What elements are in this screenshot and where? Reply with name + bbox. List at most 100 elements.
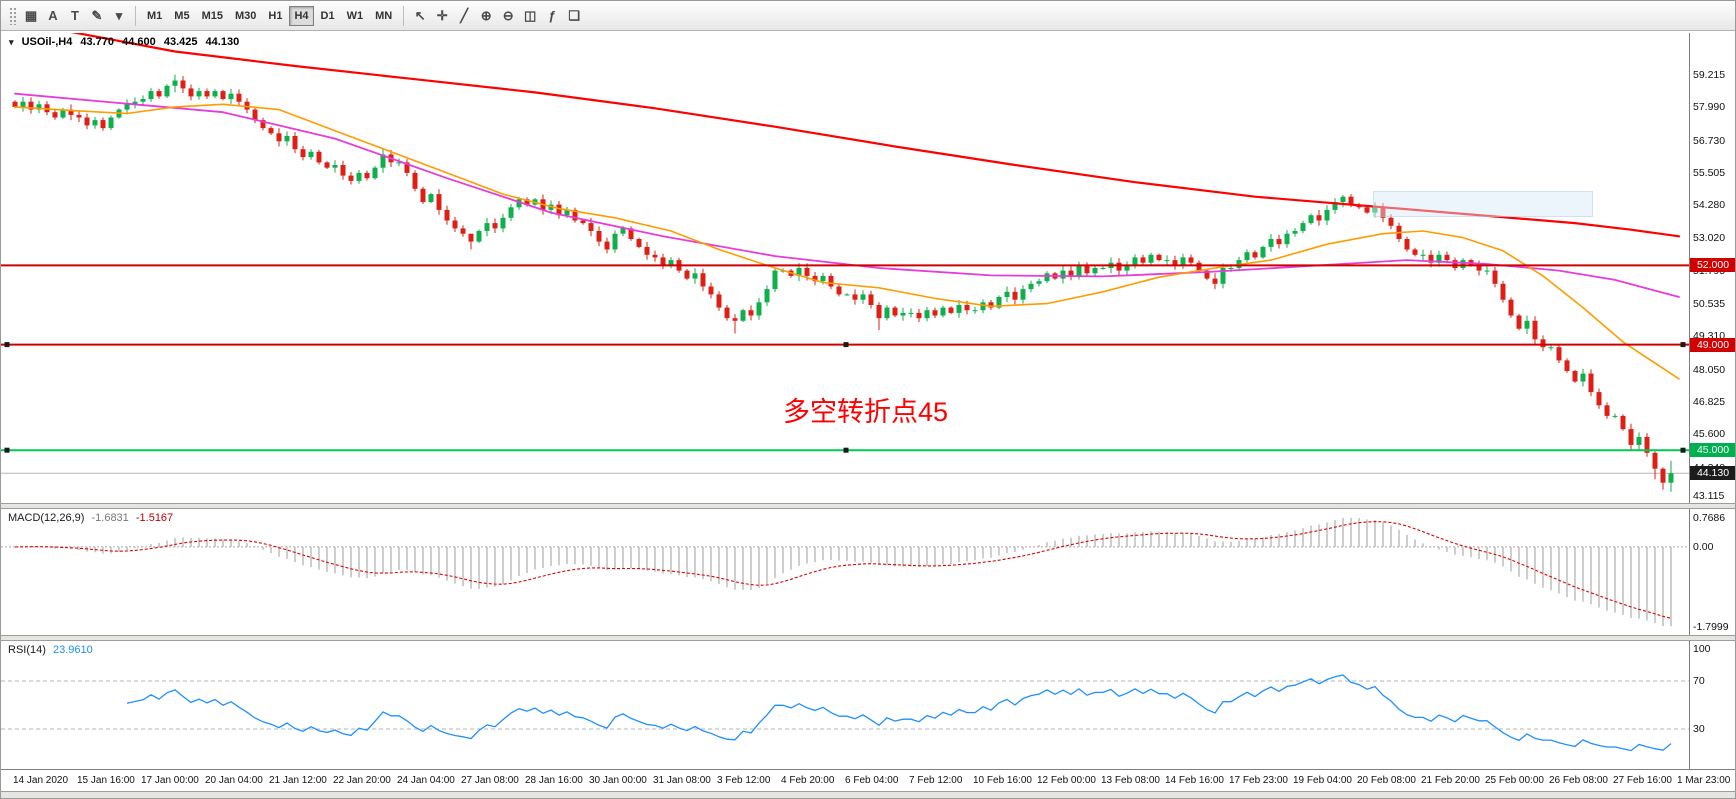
panel-divider[interactable] <box>1 635 1735 641</box>
time-axis-label: 17 Jan 00:00 <box>141 775 199 786</box>
line-handle[interactable] <box>4 447 10 453</box>
line-handle[interactable] <box>843 342 849 348</box>
time-axis-label: 6 Feb 04:00 <box>845 775 899 786</box>
rsi-line <box>126 674 1672 752</box>
price-scale-label: 57.990 <box>1693 101 1726 114</box>
crosshair-tool-icon[interactable]: ✛ <box>436 7 448 23</box>
time-axis-label: 30 Jan 00:00 <box>589 775 647 786</box>
tile-windows-icon[interactable]: ❏ <box>568 7 580 23</box>
rsi-panel: RSI(14) 23.9610 100 70 30 <box>1 641 1735 769</box>
timeframe-button-mn[interactable]: MN <box>375 9 393 22</box>
time-axis-label: 3 Feb 12:00 <box>717 775 771 786</box>
ohlc-high: 44.600 <box>122 36 156 48</box>
time-axis-label: 28 Jan 16:00 <box>525 775 583 786</box>
rsi-plot[interactable] <box>1 641 1691 769</box>
price-scale-label: 53.020 <box>1693 232 1726 245</box>
main-chart-panel: ▾ USOil-,H4 43.770 44.600 43.425 44.130 … <box>1 33 1735 503</box>
chart-title: ▾ USOil-,H4 43.770 44.600 43.425 44.130 <box>9 36 244 48</box>
time-axis-label: 26 Feb 08:00 <box>1549 775 1608 786</box>
price-scale-label: 46.825 <box>1693 396 1726 408</box>
time-axis[interactable]: 14 Jan 2020 15 Jan 16:00 17 Jan 00:00 20 Ja… <box>1 769 1735 791</box>
line-handle[interactable] <box>843 447 849 453</box>
timeframe-button-m5[interactable]: M5 <box>174 9 190 22</box>
ohlc-close: 44.130 <box>205 36 240 48</box>
timeframe-button-m1[interactable]: M1 <box>147 9 163 22</box>
main-price-scale[interactable]: 59.21557.99056.73055.50554.28053.02051.7… <box>1689 33 1735 503</box>
time-axis-label: 31 Jan 08:00 <box>653 775 711 786</box>
rsi-name: RSI(14) <box>8 644 46 656</box>
trendline-tool-icon[interactable]: ╱ <box>460 7 469 23</box>
macd-label: MACD(12,26,9) -1.6831 -1.5167 <box>8 512 177 524</box>
panel-divider[interactable] <box>1 503 1735 509</box>
rsi-scale[interactable]: 100 70 30 <box>1689 641 1735 769</box>
shape-tool-icon[interactable]: T <box>71 8 79 23</box>
cursor-tool-icon[interactable]: ↖ <box>414 7 426 23</box>
toolbar-grip[interactable] <box>9 6 16 25</box>
time-axis-label: 10 Feb 16:00 <box>973 775 1032 786</box>
macd-scale-top: 0.7686 <box>1693 512 1726 524</box>
rsi-scale-label: 70 <box>1693 675 1705 687</box>
annotation-text[interactable]: 多空转折点45 <box>783 396 949 427</box>
time-axis-label: 21 Feb 20:00 <box>1421 775 1480 786</box>
line-handle[interactable] <box>1680 342 1686 348</box>
timeframe-button-h4[interactable]: H4 <box>289 5 314 26</box>
chart-type-icon[interactable]: ◫ <box>524 7 537 23</box>
zoom-out-icon[interactable]: ⊖ <box>502 7 514 23</box>
zoom-in-icon[interactable]: ⊕ <box>480 7 492 23</box>
draw-tools-dropdown-icon[interactable]: ▾ <box>115 7 123 23</box>
timeframe-button-w1[interactable]: W1 <box>346 9 364 22</box>
time-axis-label: 4 Feb 20:00 <box>781 775 835 786</box>
price-scale-label: 59.215 <box>1693 68 1726 81</box>
macd-scale[interactable]: 0.7686 0.00 -1.7999 <box>1689 509 1735 635</box>
time-axis-label: 24 Jan 04:00 <box>397 775 455 786</box>
macd-value-signal: -1.5167 <box>135 512 174 524</box>
indicators-icon[interactable]: ƒ <box>548 8 556 23</box>
timeframe-button-h1[interactable]: H1 <box>268 9 283 22</box>
toolbar-right-icons: ↖ ✛ ╱ ⊕ ⊖ ◫ ƒ ❏ <box>409 5 585 27</box>
price-scale-label: 48.050 <box>1693 363 1726 376</box>
toolbar-separator <box>403 5 405 26</box>
ma-slow-red[interactable] <box>63 33 1681 238</box>
time-axis-label: 14 Jan 2020 <box>13 775 69 786</box>
macd-plot[interactable] <box>1 509 1691 635</box>
macd-name: MACD(12,26,9) <box>8 512 85 524</box>
toolbar-separator <box>135 5 136 26</box>
ma-fast-orange[interactable] <box>14 103 1680 380</box>
toolbar: ▦ A T ✎ ▾ M1 M5 M15 M30 H1 H4 D1 W1 MN ↖ ✛ ╱ ⊕ ⊖ ◫ ƒ ❏ <box>1 1 1735 31</box>
time-axis-label: 17 Feb 23:00 <box>1229 775 1288 786</box>
draw-tools-icon[interactable]: ✎ <box>91 7 103 23</box>
price-scale-label: 56.730 <box>1693 134 1726 147</box>
candles <box>12 74 1674 492</box>
price-badge-45.000: 45.000 <box>1690 443 1735 458</box>
time-axis-label: 19 Feb 04:00 <box>1293 775 1352 786</box>
line-handle[interactable] <box>1680 447 1686 453</box>
rsi-value: 23.9610 <box>52 644 93 656</box>
timeframe-button-d1[interactable]: D1 <box>320 9 335 22</box>
text-label-tool-icon[interactable]: A <box>48 8 58 23</box>
time-axis-label: 20 Jan 04:00 <box>205 775 263 786</box>
ohlc-low: 43.425 <box>163 36 198 48</box>
timeframe-button-m30[interactable]: M30 <box>234 9 257 22</box>
timeframe-button-m15[interactable]: M15 <box>201 9 223 22</box>
macd-scale-zero: 0.00 <box>1693 540 1714 553</box>
macd-signal-line <box>14 521 1672 619</box>
price-scale-label: 45.600 <box>1693 428 1726 441</box>
time-axis-label: 27 Feb 16:00 <box>1613 775 1672 786</box>
line-handle[interactable] <box>4 342 10 348</box>
rsi-scale-label: 30 <box>1693 723 1705 735</box>
price-scale-label: 55.505 <box>1693 166 1726 179</box>
chart-menu-icon[interactable]: ▾ <box>9 37 14 47</box>
faded-highlight-box <box>1373 191 1593 217</box>
macd-histogram <box>22 517 1672 627</box>
time-axis-label: 25 Feb 00:00 <box>1485 775 1544 786</box>
price-chart-plot[interactable] <box>1 33 1691 503</box>
time-axis-label: 27 Jan 08:00 <box>461 775 519 786</box>
macd-value-main: -1.6831 <box>91 512 129 524</box>
price-scale-label: 54.280 <box>1693 199 1726 212</box>
window-bottom-strip <box>1 791 1735 798</box>
price-badge-52.000: 52.000 <box>1690 258 1735 273</box>
price-badge-49.000: 49.000 <box>1690 337 1735 352</box>
rsi-label: RSI(14) 23.9610 <box>8 644 97 656</box>
tick-grid-icon[interactable]: ▦ <box>24 7 38 23</box>
